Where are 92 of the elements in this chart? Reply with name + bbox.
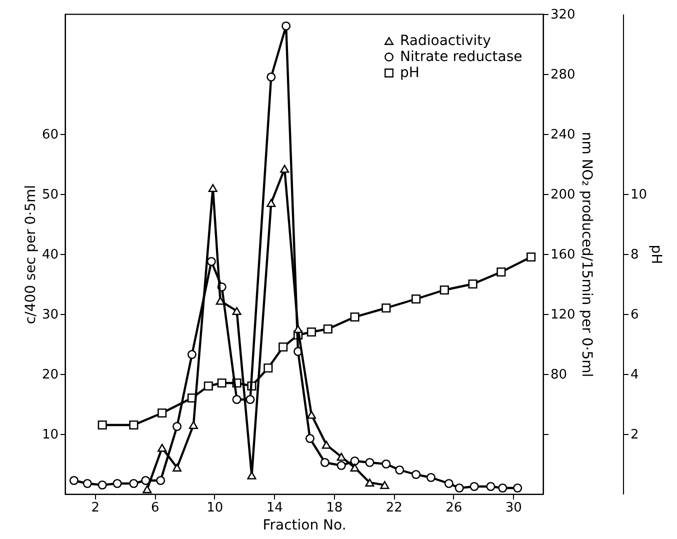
- y3-tick-label: 10: [630, 188, 648, 202]
- x-tick-label: 10: [206, 500, 224, 516]
- legend-label: Radioactivity: [400, 33, 491, 49]
- point: [232, 394, 242, 404]
- point: [526, 252, 536, 262]
- y3-tick-label: 8: [630, 248, 639, 262]
- y-tick-label: 40: [42, 248, 58, 262]
- x-tick-label: 14: [266, 500, 283, 516]
- y2-axis-title: nm NO₂ produced/15min per 0·5ml: [578, 132, 594, 378]
- point: [204, 381, 213, 391]
- point: [412, 294, 421, 304]
- point: [440, 285, 449, 295]
- point: [336, 452, 346, 461]
- x-tick-label: 6: [150, 500, 160, 516]
- point: [69, 476, 78, 486]
- x-tick-label: 2: [91, 500, 100, 516]
- point: [266, 72, 276, 82]
- point: [98, 480, 107, 490]
- point: [188, 420, 198, 430]
- point: [232, 306, 242, 316]
- point: [282, 21, 291, 31]
- point: [336, 460, 346, 470]
- point: [266, 198, 276, 208]
- point: [380, 480, 390, 490]
- point: [395, 465, 404, 475]
- point: [305, 434, 314, 444]
- x-tick-label: 30: [505, 500, 522, 516]
- point: [350, 456, 360, 466]
- point: [187, 350, 196, 360]
- y-tick-label: 10: [42, 428, 58, 442]
- legend-label: Nitrate reductase: [400, 49, 522, 65]
- point: [365, 458, 374, 468]
- point: [264, 363, 273, 373]
- point: [323, 324, 332, 334]
- point: [129, 420, 138, 430]
- point: [426, 472, 436, 482]
- point: [468, 279, 478, 289]
- y-tick-label: 30: [42, 308, 58, 322]
- point: [294, 324, 303, 334]
- y2-tick-label: 240: [550, 128, 576, 142]
- point: [158, 444, 167, 452]
- point: [454, 483, 464, 493]
- point: [280, 164, 290, 173]
- point: [320, 458, 330, 468]
- point: [278, 342, 288, 352]
- y2-tick-label: 280: [550, 68, 576, 82]
- point: [486, 482, 496, 492]
- point: [365, 478, 374, 487]
- y-tick-label: 50: [42, 188, 58, 202]
- point: [112, 478, 122, 488]
- point: [172, 422, 182, 432]
- y-tick-label: 60: [42, 128, 58, 142]
- point: [350, 464, 360, 472]
- point: [350, 312, 360, 322]
- point: [306, 327, 316, 337]
- point: [82, 478, 92, 488]
- y3-tick-label: 2: [630, 428, 639, 442]
- x-tick-label: 22: [386, 500, 402, 516]
- point: [172, 464, 182, 472]
- x-tick-label: 18: [326, 500, 343, 516]
- point: [208, 184, 218, 192]
- point: [513, 483, 522, 493]
- y3-tick-label: 4: [630, 368, 639, 382]
- y2-tick-label: 160: [550, 248, 576, 262]
- y2-tick-label: 200: [550, 188, 576, 202]
- y2-tick-label: 320: [550, 8, 576, 22]
- point: [98, 420, 107, 430]
- y-tick-label: 20: [42, 368, 58, 382]
- point: [206, 256, 216, 266]
- y2-tick-label: 120: [550, 308, 576, 322]
- point: [246, 394, 255, 404]
- point: [470, 482, 479, 492]
- point: [217, 378, 226, 388]
- point: [382, 303, 391, 313]
- point: [129, 478, 138, 488]
- point: [382, 459, 391, 469]
- x-tick-label: 26: [446, 500, 462, 516]
- point: [412, 470, 421, 480]
- point: [498, 483, 508, 493]
- point: [444, 478, 454, 488]
- y-axis-title: c/400 sec per 0·5ml: [22, 184, 39, 324]
- point: [142, 485, 152, 494]
- y3-axis-title: pH: [648, 244, 664, 264]
- legend-label: pH: [400, 65, 420, 81]
- x-axis-title: Fraction No.: [262, 518, 346, 534]
- point: [156, 476, 166, 486]
- point: [158, 408, 167, 418]
- point: [496, 267, 506, 277]
- y2-tick-label: 80: [550, 368, 568, 382]
- y3-tick-label: 6: [630, 308, 639, 322]
- point: [322, 440, 331, 449]
- point: [141, 476, 150, 486]
